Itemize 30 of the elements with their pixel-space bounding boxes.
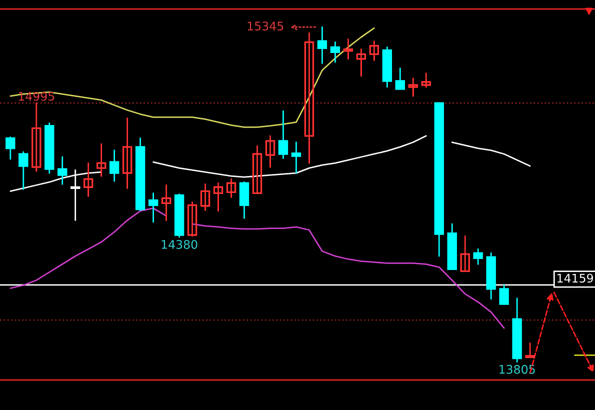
candlestick — [32, 102, 42, 172]
annotation: 14380 — [162, 240, 198, 249]
candlestick — [304, 32, 314, 164]
candlestick — [291, 142, 302, 174]
candlestick — [265, 135, 276, 168]
candlestick — [57, 156, 68, 185]
candlestick — [408, 78, 418, 97]
candlestick — [148, 192, 158, 223]
candlestick — [317, 26, 328, 64]
candlestick — [44, 122, 54, 174]
candlestick — [486, 252, 496, 300]
candlestick — [239, 181, 250, 219]
candlestick — [213, 182, 224, 212]
candlestick — [278, 110, 288, 160]
candlestick — [473, 248, 483, 265]
candlestick — [200, 183, 210, 211]
candlestick — [382, 46, 392, 88]
annotation: 14995 — [18, 92, 54, 101]
candlestick — [96, 143, 106, 177]
text: 14159 — [558, 274, 593, 283]
candlestick — [109, 150, 120, 182]
annotation: 15345 — [248, 22, 284, 31]
candlestick — [122, 117, 132, 189]
candlestick — [83, 162, 94, 197]
candlestick — [226, 178, 236, 198]
candlestick — [369, 40, 380, 61]
candlestick — [161, 184, 172, 221]
candlestick — [356, 48, 366, 77]
candlestick — [343, 38, 354, 60]
candlestick — [330, 41, 340, 63]
